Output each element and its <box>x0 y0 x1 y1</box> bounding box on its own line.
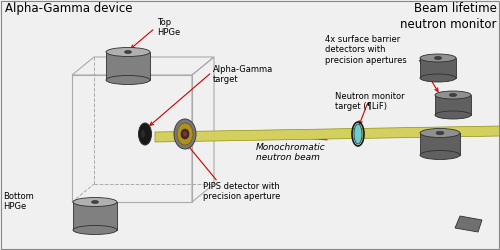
Polygon shape <box>420 133 460 155</box>
Ellipse shape <box>138 123 151 145</box>
Text: Neutron monitor
target (¶LiF): Neutron monitor target (¶LiF) <box>335 92 404 112</box>
Text: 4x surface barrier
detectors with
precision apertures: 4x surface barrier detectors with precis… <box>325 35 407 65</box>
Polygon shape <box>420 58 456 78</box>
Ellipse shape <box>73 198 117 206</box>
Polygon shape <box>435 95 471 115</box>
Polygon shape <box>73 202 117 230</box>
Ellipse shape <box>434 56 442 59</box>
Text: Bottom
HPGe: Bottom HPGe <box>3 192 34 212</box>
Ellipse shape <box>450 94 456 96</box>
Text: Beam lifetime
neutron monitor: Beam lifetime neutron monitor <box>400 2 497 31</box>
Text: PIPS detector with
precision aperture: PIPS detector with precision aperture <box>203 182 280 202</box>
Polygon shape <box>106 52 150 80</box>
Ellipse shape <box>106 76 150 84</box>
Text: Top
HPGe: Top HPGe <box>157 18 180 38</box>
Ellipse shape <box>73 226 117 234</box>
Ellipse shape <box>124 50 132 53</box>
Ellipse shape <box>420 128 460 138</box>
Ellipse shape <box>420 74 456 82</box>
Ellipse shape <box>141 130 145 138</box>
Ellipse shape <box>106 48 150 56</box>
Ellipse shape <box>435 91 471 99</box>
Ellipse shape <box>92 200 98 203</box>
Text: Alpha-Gamma device: Alpha-Gamma device <box>5 2 132 15</box>
Polygon shape <box>155 126 500 142</box>
Polygon shape <box>455 216 482 232</box>
Ellipse shape <box>436 131 444 135</box>
Text: Alpha-Gamma
target: Alpha-Gamma target <box>213 65 273 84</box>
Ellipse shape <box>420 54 456 62</box>
Ellipse shape <box>177 123 193 145</box>
Ellipse shape <box>183 132 187 136</box>
Ellipse shape <box>181 129 189 139</box>
Text: Monochromatic
neutron beam: Monochromatic neutron beam <box>256 143 326 163</box>
Ellipse shape <box>354 124 362 144</box>
Ellipse shape <box>174 119 196 149</box>
Ellipse shape <box>420 150 460 160</box>
Ellipse shape <box>435 111 471 119</box>
